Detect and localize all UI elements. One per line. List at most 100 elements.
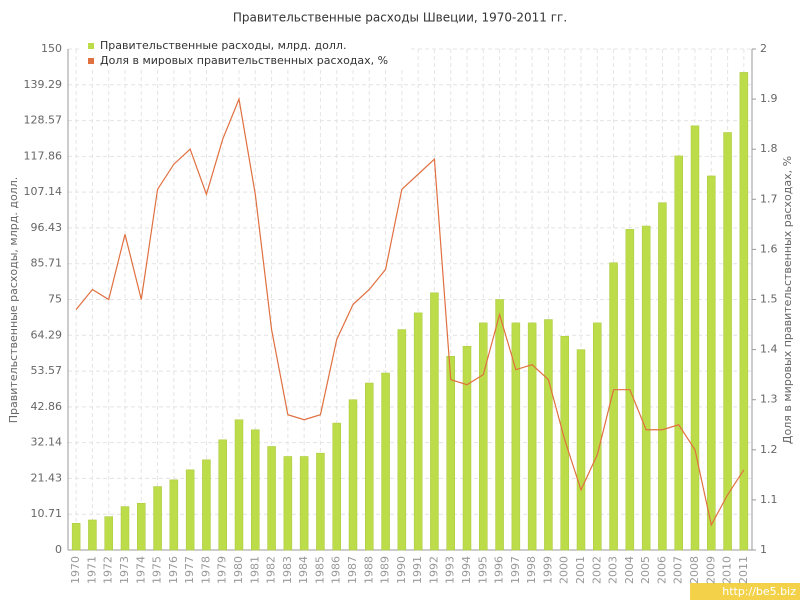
x-tick-label: 1988 [362,556,375,584]
bar [446,356,455,551]
bar [104,516,113,551]
x-tick-label: 2002 [590,556,603,584]
x-tick-label: 2006 [655,556,668,584]
y2-tick-label: 1.7 [760,192,778,205]
y-tick-label: 150 [41,42,62,55]
y-tick-label: 96.43 [31,221,63,234]
y2-tick-label: 1.2 [760,443,778,456]
y2-tick-label: 1 [760,543,767,556]
legend-swatch [88,58,94,64]
bar [413,312,423,551]
x-tick-label: 1981 [248,556,261,584]
x-tick-label: 1975 [151,556,164,584]
x-tick-label: 1989 [379,556,392,584]
legend-label: Правительственные расходы, млрд. долл. [100,39,346,52]
bar [218,439,227,551]
y2-tick-label: 1.4 [760,343,778,356]
bar [479,322,488,551]
x-tick-label: 2010 [721,556,734,584]
y-tick-label: 32.14 [31,436,63,449]
bar [120,506,130,551]
x-tick-label: 2005 [639,556,652,584]
x-tick-label: 1980 [232,556,245,584]
bar [707,175,716,551]
y-tick-label: 10.71 [31,507,63,520]
chart-title: Правительственные расходы Швеции, 1970-2… [233,11,567,25]
bar [495,299,504,551]
x-tick-label: 1992 [427,556,440,584]
x-tick-label: 1996 [493,556,506,584]
x-tick-label: 1985 [313,556,326,584]
y-tick-label: 42.86 [31,400,63,413]
y-axis-title: Правительственные расходы, млрд. долл. [7,177,20,423]
line [75,96,745,527]
bar [593,322,602,551]
y-tick-label: 85.71 [31,257,63,270]
bar [658,202,667,551]
y-tick-label: 53.57 [31,364,63,377]
x-tick-label: 1995 [476,556,489,584]
bar [381,372,390,551]
bar [251,429,260,551]
bar [316,452,325,551]
bar [185,469,195,551]
bar [365,382,374,551]
bar [88,519,97,551]
x-tick-label: 1993 [444,556,457,584]
bar [527,322,537,551]
bar [348,399,358,551]
x-tick-label: 1984 [297,556,310,584]
bar [739,72,749,551]
x-tick-label: 2001 [574,556,587,584]
x-tick-label: 1994 [460,556,473,584]
bar [641,225,651,551]
watermark-bg [690,583,800,600]
x-tick-label: 1983 [281,556,294,584]
bar [267,446,276,551]
y2-axis-title: Доля в мировых правительственных расхода… [781,156,794,444]
bar [234,419,244,551]
bar [397,329,407,551]
y-tick-label: 139.29 [24,78,63,91]
y2-tick-label: 2 [760,42,767,55]
x-tick-label: 1999 [541,556,554,584]
x-tick-label: 1990 [395,556,408,584]
bar [674,155,683,551]
x-tick-label: 2009 [704,556,717,584]
legend-box [80,38,408,70]
bar [283,456,293,551]
bar [576,349,586,551]
bar [202,459,211,551]
y-tick-label: 128.57 [24,114,63,127]
x-tick-label: 1973 [118,556,131,584]
y2-tick-label: 1.8 [760,142,778,155]
x-tick-label: 1972 [102,556,115,584]
bar [544,319,553,551]
x-tick-label: 1997 [509,556,522,584]
bar [332,422,341,551]
y2-tick-label: 1.5 [760,293,778,306]
bar [299,456,309,551]
bar [430,292,439,551]
x-tick-label: 1998 [525,556,538,584]
bar [723,132,732,551]
x-tick-label: 1978 [199,556,212,584]
y-tick-label: 107.14 [24,185,63,198]
y2-tick-label: 1.3 [760,393,778,406]
bar [690,125,700,551]
x-tick-label: 2003 [607,556,620,584]
y-tick-label: 0 [55,543,62,556]
x-tick-label: 1971 [85,556,98,584]
y-tick-label: 75 [48,293,62,306]
y-tick-label: 21.43 [31,471,63,484]
x-tick-label: 2007 [672,556,685,584]
x-tick-label: 1974 [134,556,147,584]
x-tick-label: 2011 [737,556,750,584]
x-tick-label: 1987 [346,556,359,584]
legend-swatch [88,43,94,49]
y-tick-label: 64.29 [31,328,63,341]
y2-tick-label: 1.9 [760,92,778,105]
x-tick-label: 1986 [330,556,343,584]
bar [560,335,569,551]
